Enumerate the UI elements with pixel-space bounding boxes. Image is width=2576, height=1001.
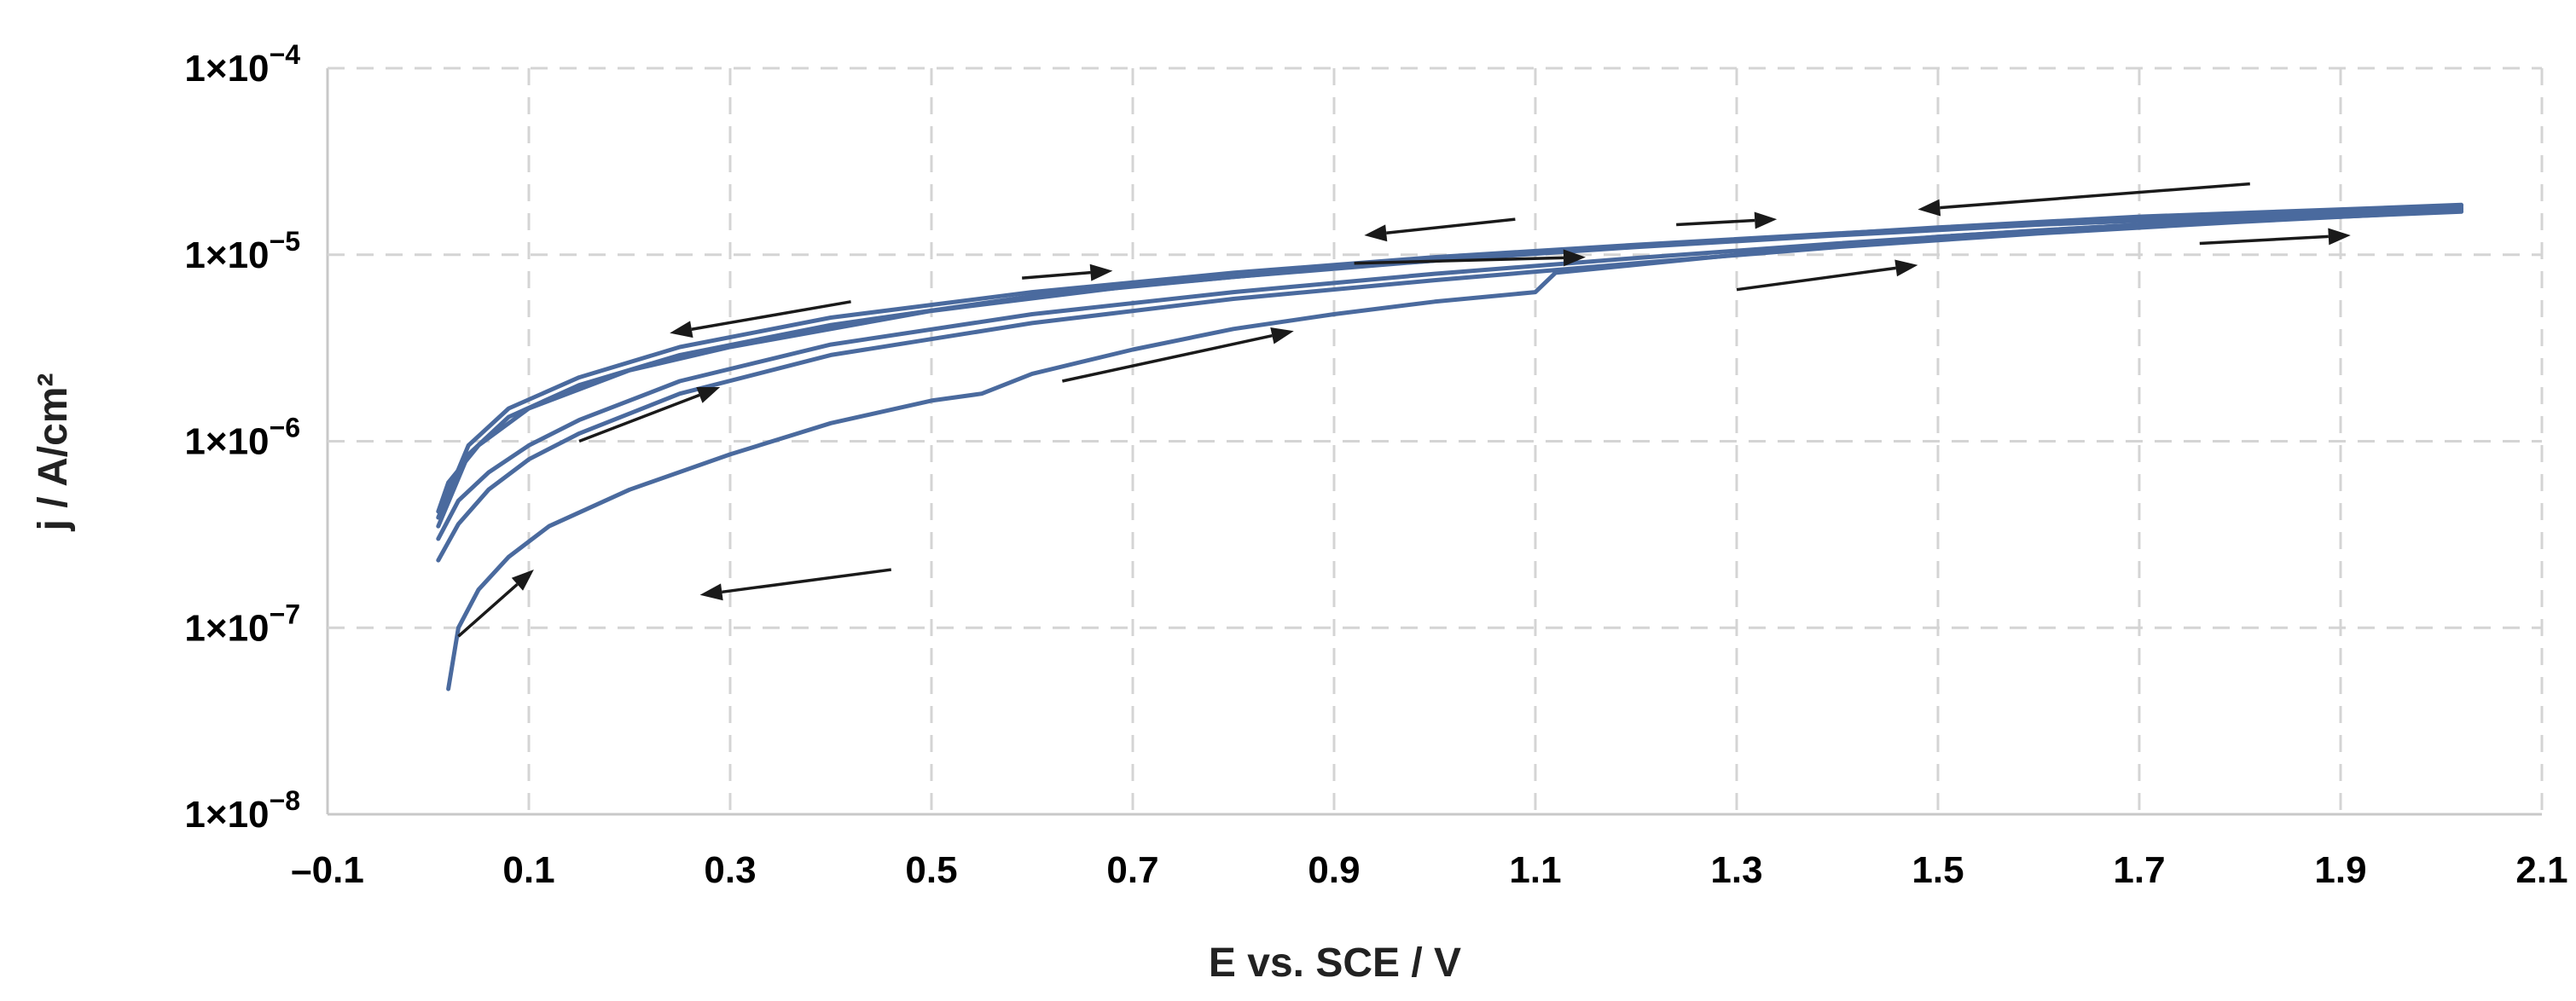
x-tick-label: 1.5 [1912,849,1964,891]
arrowhead [511,570,534,591]
arrowhead [2328,228,2351,246]
arrow-annotations [457,182,2351,638]
y-tick-label: 1×10−6 [184,413,300,463]
arrowhead [1364,224,1388,242]
x-tick-label: 1.3 [1710,849,1762,891]
x-tick-label: 0.5 [905,849,957,891]
arrowhead [1563,249,1586,267]
arrowhead [670,321,693,338]
arrowhead [1754,211,1778,229]
arrowhead [1270,327,1294,344]
arrow-annotation [1940,182,2250,210]
grid [326,67,2544,816]
series-group [436,202,2464,691]
series-line [436,204,2464,520]
arrow-annotation [1736,266,1896,292]
arrowhead [699,583,723,601]
series-line [436,207,2464,541]
arrowhead [696,387,721,403]
series-line [436,202,2464,514]
series-line [446,209,2464,691]
arrow-annotation [578,393,700,443]
x-tick-label: 2.1 [2515,849,2567,891]
x-tick-label: –0.1 [291,849,364,891]
x-tick-label: 0.9 [1308,849,1360,891]
x-tick-label: 1.9 [2314,849,2366,891]
y-tick-label: 1×10−8 [184,785,300,836]
x-tick-label: 0.3 [704,849,756,891]
arrow-annotation [1386,217,1516,235]
arrow-annotation [1062,334,1273,383]
arrow-annotation [691,300,851,331]
arrow-annotation [1022,270,1091,280]
arrowhead [1089,263,1113,281]
arrow-annotation [1676,218,1755,227]
arrow-annotation [457,582,519,638]
x-tick-label: 1.1 [1509,849,1561,891]
y-tick-label: 1×10−7 [184,599,300,649]
y-axis-ticks: 1×10−4 1×10−5 1×10−6 1×10−7 1×10−8 [184,39,300,836]
y-axis-label: j / A/cm² [31,373,76,532]
y-tick-label: 1×10−5 [184,226,300,276]
x-tick-label: 1.7 [2113,849,2165,891]
x-tick-label: 0.7 [1106,849,1158,891]
y-tick-label: 1×10−4 [184,39,300,90]
x-tick-label: 0.1 [502,849,554,891]
x-axis-ticks: –0.1 0.1 0.3 0.5 0.7 0.9 1.1 1.3 1.5 1.7 1.9 2.1 [291,849,2567,891]
x-axis-label: E vs. SCE / V [1209,940,1461,986]
series-line [436,208,2464,563]
arrow-annotation [2199,234,2329,246]
arrow-annotation [1354,256,1564,265]
arrowhead [1917,199,1941,217]
arrowhead [1894,259,1918,277]
arrow-annotation [722,568,892,594]
